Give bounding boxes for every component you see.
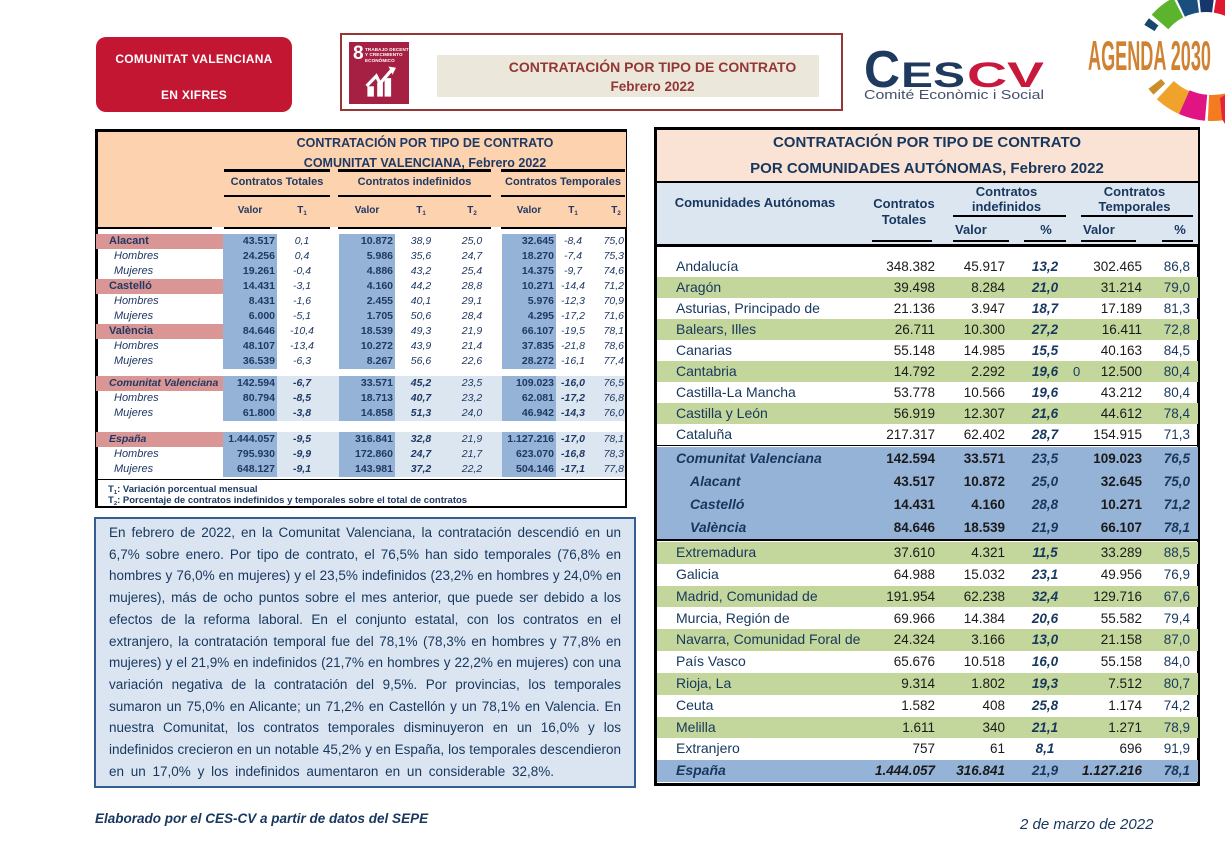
svg-text:Comité Econòmic i Social: Comité Econòmic i Social xyxy=(864,88,1044,102)
svg-text:C: C xyxy=(864,42,900,99)
svg-text:ES: ES xyxy=(901,56,965,95)
svg-text:CV: CV xyxy=(967,56,1045,95)
